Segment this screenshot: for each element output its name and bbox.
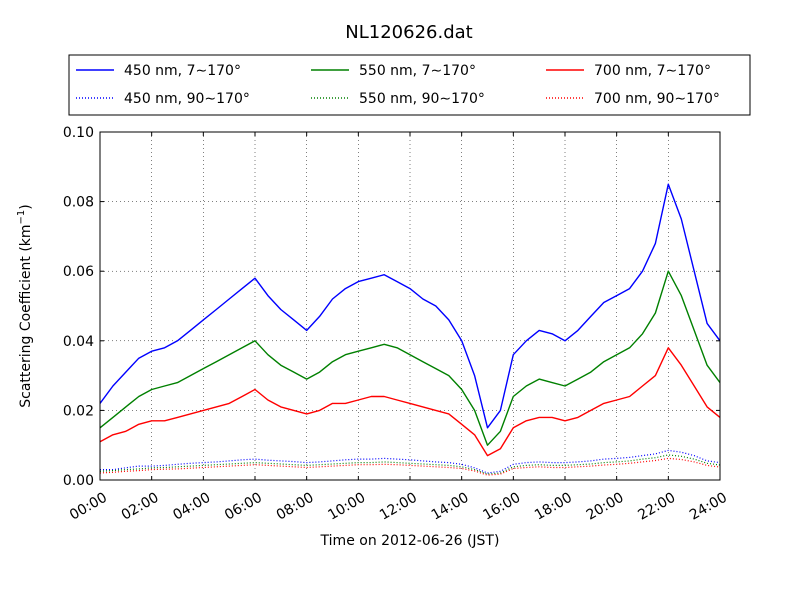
legend-label: 550 nm, 7∼170° bbox=[359, 63, 476, 79]
y-tick-label: 0.08 bbox=[63, 195, 94, 211]
x-tick-label: 12:00 bbox=[377, 490, 420, 524]
x-tick-label: 04:00 bbox=[170, 490, 213, 524]
series-line bbox=[99, 183, 721, 429]
legend-frame bbox=[68, 54, 751, 116]
plot-area: 00:00 02:00 04:00 06:00 08:00 10:00 12:00 14:00… bbox=[63, 125, 730, 524]
x-tick-label: 22:00 bbox=[635, 490, 678, 524]
legend: 450 nm, 7∼170° 550 nm, 7∼170° 700 nm, 7∼17… bbox=[68, 54, 751, 116]
x-tick-label: 20:00 bbox=[584, 490, 627, 524]
y-axis-label-main: Scattering Coefficient (km bbox=[18, 224, 34, 407]
legend-label: 550 nm, 90∼170° bbox=[359, 91, 485, 107]
legend-label: 450 nm, 90∼170° bbox=[124, 91, 250, 107]
series-line bbox=[99, 270, 721, 446]
y-tick-label: 0.02 bbox=[63, 403, 94, 419]
legend-label: 700 nm, 7∼170° bbox=[594, 63, 711, 79]
plot-background bbox=[100, 132, 720, 480]
legend-label: 450 nm, 7∼170° bbox=[124, 63, 241, 79]
x-tick-label: 24:00 bbox=[687, 490, 730, 524]
x-tick-label: 16:00 bbox=[480, 490, 523, 524]
chart-title: NL120626.dat bbox=[345, 22, 472, 43]
y-tick-label: 0.04 bbox=[63, 334, 94, 350]
x-tick-label: 10:00 bbox=[325, 490, 368, 524]
x-tick-label: 08:00 bbox=[274, 490, 317, 524]
x-tick-label: 18:00 bbox=[532, 490, 575, 524]
series-line bbox=[99, 347, 721, 457]
x-axis-label: Time on 2012-06-26 (JST) bbox=[320, 533, 500, 549]
x-tick-label: 14:00 bbox=[429, 490, 472, 524]
y-axis-label-sup: −1 bbox=[16, 210, 27, 225]
y-tick-label: 0.10 bbox=[63, 125, 94, 141]
y-tick-label: 0.06 bbox=[63, 264, 94, 280]
y-tick-label: 0.00 bbox=[63, 473, 94, 489]
series-line bbox=[99, 457, 721, 476]
y-axis-label: Scattering Coefficient (km−1) bbox=[16, 204, 34, 408]
x-tick-label: 06:00 bbox=[222, 490, 265, 524]
y-axis-label-close: ) bbox=[18, 204, 34, 209]
x-tick-label: 00:00 bbox=[67, 490, 110, 524]
legend-label: 700 nm, 90∼170° bbox=[594, 91, 720, 107]
x-tick-label: 02:00 bbox=[119, 490, 162, 524]
